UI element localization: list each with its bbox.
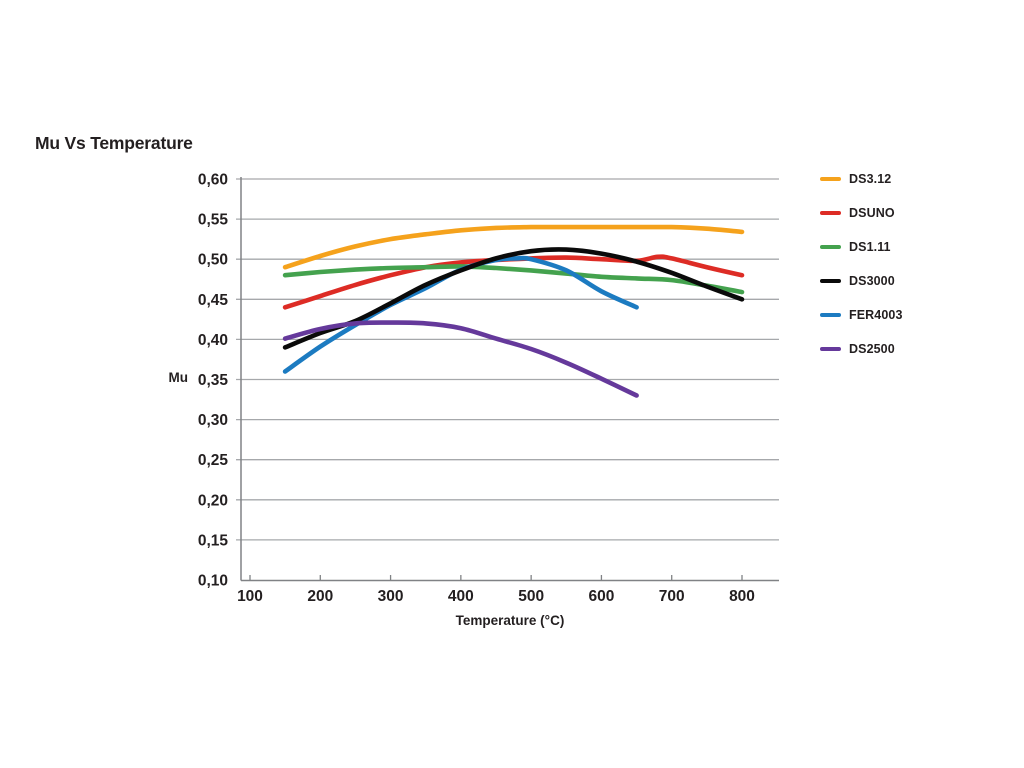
x-tick-label: 600 <box>588 588 614 605</box>
y-tick-label: 0,30 <box>198 412 228 429</box>
legend-label-ds2500: DS2500 <box>849 342 895 356</box>
series-line-ds1-11 <box>282 264 745 295</box>
series-line-ds3-12 <box>282 224 745 270</box>
chart-title: Mu Vs Temperature <box>35 133 193 153</box>
y-tick-label: 0,35 <box>198 372 229 389</box>
legend-swatch-dsuno <box>820 210 841 216</box>
legend-swatch-ds2500 <box>820 346 841 352</box>
x-tick-label: 300 <box>378 588 404 605</box>
legend-swatch-fer4003 <box>820 312 841 318</box>
legend-swatch-ds3000 <box>820 278 841 284</box>
y-tick-label: 0,45 <box>198 292 229 309</box>
x-tick-label: 100 <box>237 588 263 605</box>
legend-item-dsuno: DSUNO <box>820 196 903 230</box>
x-tick-label: 700 <box>659 588 685 605</box>
legend-item-ds3-12: DS3.12 <box>820 162 903 196</box>
legend-label-dsuno: DSUNO <box>849 206 895 220</box>
y-tick-label: 0,50 <box>198 252 228 269</box>
legend-label-fer4003: FER4003 <box>849 308 903 322</box>
legend-item-fer4003: FER4003 <box>820 298 903 332</box>
legend-label-ds1-11: DS1.11 <box>849 240 891 254</box>
x-tick-label: 400 <box>448 588 474 605</box>
y-tick-label: 0,15 <box>198 532 229 549</box>
y-tick-label: 0,10 <box>198 573 228 590</box>
legend-item-ds3000: DS3000 <box>820 264 903 298</box>
legend-label-ds3-12: DS3.12 <box>849 172 892 186</box>
legend-swatch-ds3-12 <box>820 176 841 182</box>
series-line-ds3000 <box>282 247 745 350</box>
x-tick-label: 200 <box>307 588 333 605</box>
y-axis-title: Mu <box>168 370 189 385</box>
legend-item-ds2500: DS2500 <box>820 332 903 366</box>
y-tick-label: 0,20 <box>198 492 228 509</box>
legend-item-ds1-11: DS1.11 <box>820 230 903 264</box>
y-tick-label: 0,25 <box>198 452 229 469</box>
y-tick-label: 0,60 <box>198 172 228 189</box>
y-tick-label: 0,40 <box>198 332 228 349</box>
legend-swatch-ds1-11 <box>820 244 841 250</box>
legend: DS3.12 DSUNO DS1.11 DS3000 FER4003 DS250… <box>820 162 903 366</box>
x-tick-label: 500 <box>518 588 544 605</box>
x-tick-label: 800 <box>729 588 755 605</box>
x-axis-title: Temperature (°C) <box>455 613 565 628</box>
y-tick-label: 0,55 <box>198 212 229 229</box>
series-line-ds2500 <box>282 320 639 398</box>
legend-label-ds3000: DS3000 <box>849 274 895 288</box>
